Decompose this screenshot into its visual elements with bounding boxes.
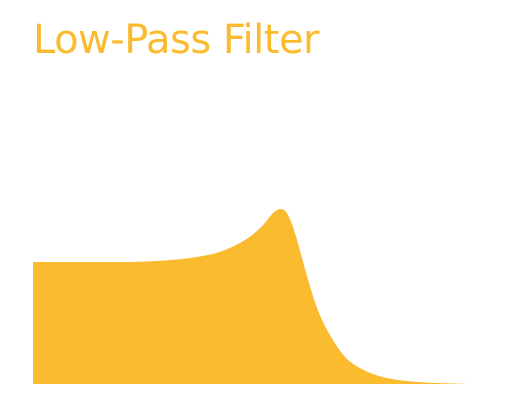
- page-title: Low-Pass Filter: [33, 17, 320, 63]
- filter-response-area: [33, 209, 470, 384]
